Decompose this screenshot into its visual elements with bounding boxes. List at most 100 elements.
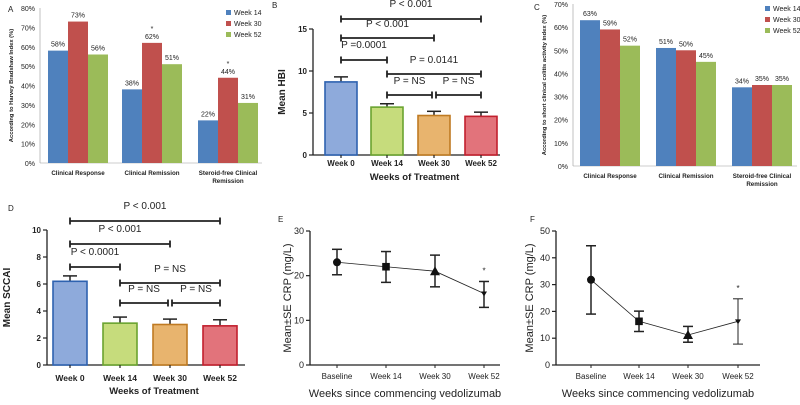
panel-label: C <box>534 3 540 12</box>
marker-triangle <box>683 329 693 339</box>
y-axis-label: Mean±SE CRP (mg/L) <box>282 243 294 352</box>
p-value-label: P =0.0001 <box>341 40 387 51</box>
panel-label: F <box>530 215 535 224</box>
y-tick-label: 0 <box>299 360 304 370</box>
data-label: 22% <box>201 111 215 118</box>
significance-bracket: P < 0.001 <box>340 19 435 42</box>
significance-bracket: P = NS <box>119 284 169 307</box>
y-tick-label: 10 <box>298 67 307 76</box>
x-tick-label: Week 0 <box>327 159 355 168</box>
p-value-label: P < 0.001 <box>366 19 409 30</box>
p-value-label: P < 0.001 <box>99 224 142 235</box>
significance-bracket: P = 0.0141 <box>386 55 482 78</box>
y-tick-label: 0 <box>303 151 308 160</box>
data-label: 62% <box>145 34 159 41</box>
category-label: Clinical Response <box>51 170 105 177</box>
bar-week-14 <box>48 50 68 163</box>
x-tick-label: Week 30 <box>419 372 451 381</box>
data-label: 44% <box>221 69 235 76</box>
y-tick-label: 70% <box>554 2 568 9</box>
y-tick-label: 5 <box>303 109 308 118</box>
bar-week-52 <box>238 102 258 163</box>
significance-star: * <box>482 266 485 275</box>
bar-week-0 <box>52 280 88 366</box>
marker-square <box>635 317 643 326</box>
p-value-label: P = NS <box>154 264 186 275</box>
bar-week-30 <box>218 77 238 163</box>
y-tick-label: 0 <box>37 361 42 370</box>
category-label: Remission <box>212 178 244 185</box>
y-tick-label: 30% <box>21 103 35 110</box>
significance-bracket: P = NS <box>171 284 221 307</box>
bar-week-14 <box>198 120 218 163</box>
significance-bracket: P =0.0001 <box>340 40 388 64</box>
legend-label: Week 30 <box>234 21 262 28</box>
marker-triangle-down <box>735 319 741 325</box>
p-value-label: P < 0.001 <box>390 0 433 10</box>
y-tick-label: 50 <box>540 226 550 236</box>
marker-triangle <box>430 266 440 276</box>
x-tick-label: Baseline <box>576 372 607 381</box>
legend-swatch <box>765 28 770 33</box>
significance-bracket: P = NS <box>435 76 482 99</box>
panel-label: D <box>8 204 14 213</box>
data-label: 50% <box>679 41 693 48</box>
legend-swatch <box>765 17 770 22</box>
x-tick-label: Week 52 <box>468 372 500 381</box>
bar-week-30 <box>142 42 162 163</box>
x-tick-label: Week 52 <box>722 372 754 381</box>
y-tick-label: 0% <box>25 161 35 168</box>
significance-bracket: P < 0.001 <box>340 0 482 23</box>
y-tick-label: 0 <box>545 360 550 370</box>
y-tick-label: 10 <box>540 333 550 343</box>
y-tick-label: 20 <box>540 306 550 316</box>
p-value-label: P < 0.0001 <box>71 247 120 258</box>
y-tick-label: 20% <box>554 118 568 125</box>
significance-bracket: P = NS <box>119 264 221 287</box>
panel-d: D 0 2 4 6 8 10 Mean SCCAI Week 0 Week 14 Week 30 We… <box>2 201 245 397</box>
bar-week-52 <box>162 64 182 163</box>
legend-swatch <box>226 21 231 26</box>
panel-c: C 0% 10% 20% 30% 40% 50% 60% 70% According to sho… <box>534 2 800 188</box>
p-value-label: P = 0.0141 <box>410 55 459 66</box>
y-axis-label: Mean SCCAI <box>2 268 13 328</box>
y-tick-label: 10 <box>32 226 41 235</box>
x-tick-label: Week 14 <box>103 373 137 383</box>
y-tick-label: 30 <box>540 280 550 290</box>
panel-a: A 0% 10% 20% 30% 40% 50% 60% 70% 80% According to … <box>8 5 262 185</box>
data-label: 63% <box>583 11 597 18</box>
data-label: 45% <box>699 53 713 60</box>
significance-star: * <box>151 26 154 33</box>
y-tick-label: 10 <box>294 315 304 325</box>
legend-swatch <box>765 6 770 11</box>
x-tick-label: Week 0 <box>55 373 84 383</box>
bar-week-30 <box>676 50 696 166</box>
bar-week-14 <box>580 20 600 167</box>
x-axis-label: Weeks since commencing vedolizumab <box>309 388 501 400</box>
x-tick-label: Week 52 <box>203 373 237 383</box>
y-tick-label: 60% <box>21 45 35 52</box>
legend-label: Week 52 <box>773 28 800 35</box>
series-line <box>590 279 739 336</box>
data-label: 38% <box>125 80 139 87</box>
bar-week-14 <box>370 106 404 156</box>
data-label: 51% <box>165 55 179 62</box>
y-tick-label: 50% <box>554 48 568 55</box>
x-tick-label: Week 30 <box>153 373 187 383</box>
y-axis-label: According to short clinical colitis acti… <box>542 15 548 156</box>
bar-week-52 <box>88 54 108 163</box>
y-tick-label: 20% <box>21 122 35 129</box>
significance-bracket: P < 0.001 <box>69 224 171 248</box>
category-label: Clinical Remission <box>658 173 713 180</box>
data-label: 31% <box>241 94 255 101</box>
marker-square <box>382 262 390 271</box>
y-tick-label: 40% <box>554 71 568 78</box>
data-label: 52% <box>623 37 637 44</box>
y-tick-label: 8 <box>37 253 42 262</box>
y-tick-label: 0% <box>558 164 568 171</box>
category-label: Steroid-free Clinical <box>733 173 792 180</box>
data-label: 56% <box>91 46 105 53</box>
data-label: 35% <box>755 76 769 83</box>
y-tick-label: 60% <box>554 25 568 32</box>
y-tick-label: 20 <box>294 271 304 281</box>
